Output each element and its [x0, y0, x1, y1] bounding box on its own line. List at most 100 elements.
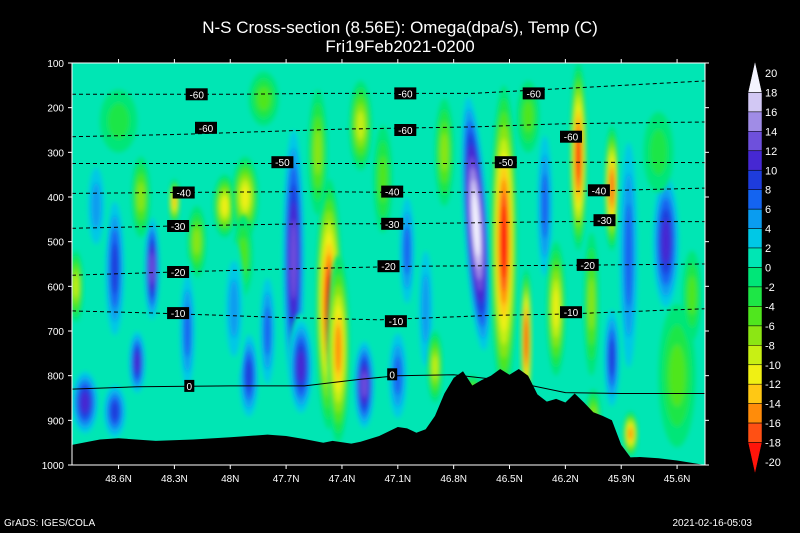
omega-cell [623, 411, 638, 457]
contour-label-text: -40 [176, 189, 191, 200]
colorbar-swatch [747, 286, 763, 307]
isotherm--20 [72, 263, 705, 276]
contour-label-box [394, 124, 417, 136]
contour-label: -20 [167, 266, 190, 279]
omega-cell [143, 210, 161, 327]
contour-label-box [576, 258, 599, 271]
omega-level [523, 101, 533, 133]
omega-field [72, 63, 702, 457]
omega-cell [570, 63, 587, 251]
contour-label-box [593, 214, 616, 227]
omega-cell [643, 112, 674, 193]
x-tick-label: 47.7N [273, 474, 300, 485]
omega-level [335, 324, 342, 373]
contour-label: -30 [381, 217, 404, 231]
omega-level [361, 371, 368, 398]
omega-level [500, 204, 508, 279]
omega-cell [617, 112, 640, 398]
colorbar-label: -4 [765, 301, 775, 313]
contour-label-text: -20 [381, 262, 396, 273]
colorbar-label: -14 [765, 399, 781, 411]
colorbar-label: -2 [765, 282, 775, 294]
omega-level [624, 203, 633, 307]
omega-cell [101, 380, 128, 443]
contour-label-box [172, 186, 195, 199]
omega-cell [397, 183, 417, 318]
contour-label: -40 [172, 186, 195, 200]
omega-cell [682, 250, 702, 340]
omega-cell [386, 322, 410, 430]
colorbar-swatch [747, 364, 763, 385]
contour-label-text: -10 [171, 309, 186, 320]
contour-label-text: -30 [385, 220, 400, 231]
omega-cell [232, 156, 259, 238]
contour-label: -10 [560, 306, 582, 319]
colorbar-label: 6 [765, 204, 771, 216]
contour-label-text: -50 [275, 158, 290, 169]
terrain [72, 369, 705, 465]
omega-level [245, 359, 253, 392]
colorbar-arrow-bottom [747, 442, 763, 475]
omega-level [297, 351, 305, 383]
colorbar-swatch [747, 403, 763, 424]
colorbar-label: 2 [765, 243, 771, 255]
contour-label: 0 [387, 368, 398, 381]
contour-label-box [271, 156, 294, 169]
colorbar-swatch [747, 131, 763, 151]
colorbar-swatch [747, 345, 763, 365]
omega-level [588, 278, 595, 331]
omega-level [221, 196, 228, 216]
x-tick-label: 46.5N [496, 474, 523, 485]
contour-label-text: -30 [597, 216, 612, 227]
colorbar-label: 20 [765, 68, 777, 80]
omega-level [134, 351, 140, 373]
contour-label-box [167, 220, 190, 232]
isotherm--40 [72, 187, 705, 194]
omega-cell [353, 335, 376, 434]
contour-label-box [387, 368, 398, 381]
colorbar-label: -12 [765, 379, 781, 391]
colorbar-swatch [747, 247, 763, 268]
footer-timestamp: 2021-02-16-05:03 [672, 518, 752, 529]
isotherm--30 [72, 221, 705, 229]
contour-label-text: -30 [171, 222, 186, 233]
colorbar-label: 10 [765, 165, 777, 177]
x-tick-label: 45.6N [664, 474, 691, 485]
omega-cell [127, 326, 147, 398]
omega-level [193, 228, 201, 255]
contour-label: -60 [195, 121, 217, 135]
omega-level [257, 87, 271, 111]
contour-label: -60 [560, 130, 582, 144]
contour-label: -20 [576, 258, 599, 272]
colorbar-label: 14 [765, 126, 777, 138]
omega-level [576, 134, 581, 179]
plot-border [71, 62, 706, 466]
omega-cell [490, 85, 517, 398]
omega-level [314, 129, 322, 176]
contour-label-text: -20 [171, 268, 186, 279]
omega-cell [103, 188, 127, 349]
omega-cell [85, 152, 108, 260]
contour-label-text: -60 [398, 89, 413, 100]
colorbar: 20181614121086420-2-4-6-8-10-12-14-16-18… [747, 60, 781, 475]
contour-label-box [522, 87, 545, 100]
contour-label: -60 [394, 87, 417, 100]
colorbar-label: 0 [765, 263, 771, 275]
contour-label: -50 [494, 156, 517, 169]
omega-level [149, 252, 155, 285]
omega-level [229, 279, 239, 338]
contour-label: -20 [377, 260, 400, 273]
colorbar-swatch [747, 306, 763, 327]
omega-level [432, 355, 438, 379]
omega-level [524, 323, 528, 357]
contour-label-text: 0 [389, 370, 395, 381]
contour-label-box [381, 217, 404, 230]
omega-cell [535, 116, 555, 296]
colorbar-label: -8 [765, 340, 775, 352]
y-tick-label: 200 [47, 104, 64, 115]
omega-level [264, 306, 271, 356]
chart-title: N-S Cross-section (8.56E): Omega(dpa/s),… [202, 18, 598, 37]
omega-cell [658, 304, 696, 448]
contour-label-text: -40 [592, 186, 607, 197]
omega-level [107, 103, 130, 140]
